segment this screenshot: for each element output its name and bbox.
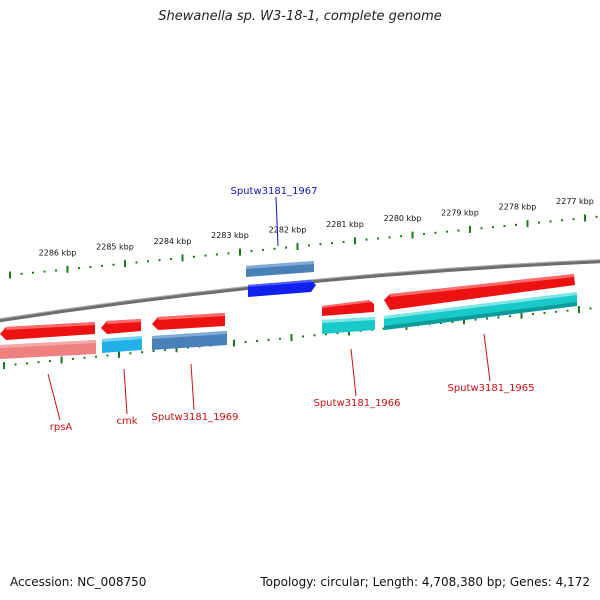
gene-sputw3181-1969[interactable] (152, 313, 227, 350)
scale-label: 2286 kbp (39, 248, 77, 257)
gene-sputw3181-1966[interactable] (322, 300, 375, 334)
scale-label: 2280 kbp (384, 214, 422, 223)
scale-label: 2279 kbp (441, 208, 479, 217)
genome-title: Shewanella sp. W3-18-1, complete genome (158, 9, 442, 24)
scale-label: 2283 kbp (211, 231, 249, 240)
gene-label-sputw3181-1966: Sputw3181_1966 (313, 398, 400, 409)
accession-text: Accession: NC_008750 (10, 575, 147, 589)
gene-label-rpsa: rpsA (50, 422, 73, 433)
gene-label-cmk: cmk (116, 416, 137, 427)
scale-label: 2277 kbp (556, 197, 594, 206)
scale-label: 2278 kbp (499, 203, 537, 212)
genome-summary-text: Topology: circular; Length: 4,708,380 bp… (260, 575, 590, 589)
gene-label-sputw3181-1965: Sputw3181_1965 (447, 383, 534, 394)
callout-lines (47, 196, 491, 421)
gene-rpsa[interactable] (0, 322, 96, 359)
scale-label: 2284 kbp (154, 237, 192, 246)
gene-label-sputw3181-1967: Sputw3181_1967 (230, 186, 317, 197)
gene-cmk[interactable] (101, 319, 142, 353)
gene-label-sputw3181-1969: Sputw3181_1969 (151, 412, 238, 423)
gene-1965-arrow (384, 274, 575, 310)
gene-1966-arrow (322, 300, 374, 316)
upper-tick-track (9, 214, 598, 279)
scale-label: 2281 kbp (326, 220, 364, 229)
scale-labels: 2286 kbp 2285 kbp 2284 kbp 2283 kbp 2282 kbp… (39, 197, 594, 257)
gene-sputw3181-1967[interactable] (246, 261, 316, 297)
scale-label: 2285 kbp (96, 243, 134, 252)
scale-label: 2282 kbp (269, 225, 307, 234)
gene-sputw3181-1965[interactable] (384, 274, 577, 330)
lower-tick-track (3, 306, 592, 370)
